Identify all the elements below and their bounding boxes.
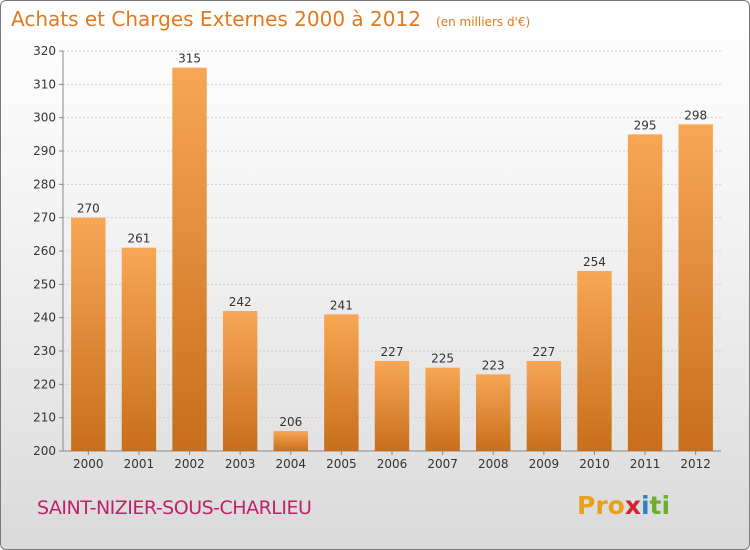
- x-tick-label: 2005: [326, 457, 357, 471]
- bar-2002: [172, 67, 207, 452]
- data-label-2002: 315: [178, 52, 201, 66]
- y-tick-label: 270: [33, 211, 56, 225]
- bar-2005: [324, 314, 359, 451]
- bar-2012: [678, 124, 713, 451]
- x-tick-label: 2006: [377, 457, 408, 471]
- data-label-2010: 254: [583, 255, 606, 269]
- x-tick-label: 2009: [529, 457, 560, 471]
- y-tick-label: 230: [33, 344, 56, 358]
- x-tick-label: 2012: [680, 457, 711, 471]
- x-tick-label: 2004: [275, 457, 306, 471]
- data-label-2012: 298: [684, 108, 707, 122]
- x-tick-label: 2011: [630, 457, 661, 471]
- bar-2000: [71, 217, 106, 451]
- x-tick-label: 2008: [478, 457, 509, 471]
- data-label-2001: 261: [127, 232, 150, 246]
- x-tick-label: 2007: [427, 457, 458, 471]
- data-label-2005: 241: [330, 298, 353, 312]
- chart-title: Achats et Charges Externes 2000 à 2012: [11, 7, 421, 31]
- chart-title-block: Achats et Charges Externes 2000 à 2012 (…: [11, 7, 530, 31]
- bar-2004: [273, 431, 308, 451]
- bar-2001: [121, 247, 157, 451]
- bar-2007: [425, 367, 460, 451]
- bar-2010: [577, 271, 612, 451]
- bar-2011: [627, 134, 663, 452]
- data-label-2007: 225: [431, 352, 454, 366]
- y-tick-label: 200: [33, 444, 56, 458]
- y-tick-label: 220: [33, 377, 56, 391]
- y-tick-label: 240: [33, 311, 56, 325]
- y-tick-label: 260: [33, 244, 56, 258]
- y-tick-label: 310: [33, 77, 56, 91]
- logo-part-3: i: [640, 491, 650, 520]
- data-label-2004: 206: [279, 415, 302, 429]
- logo-part-1: Pro: [577, 491, 625, 520]
- bar-2006: [374, 361, 410, 451]
- data-label-2003: 242: [229, 295, 252, 309]
- y-tick-label: 210: [33, 411, 56, 425]
- y-tick-label: 300: [33, 111, 56, 125]
- y-tick-label: 250: [33, 277, 56, 291]
- y-tick-label: 280: [33, 177, 56, 191]
- bars: [71, 67, 713, 452]
- y-tick-label: 290: [33, 144, 56, 158]
- bar-2003: [222, 311, 258, 451]
- data-label-2011: 295: [634, 118, 657, 132]
- data-label-2006: 227: [381, 345, 404, 359]
- y-tick-label: 320: [33, 44, 56, 58]
- x-tick-label: 2010: [579, 457, 610, 471]
- data-label-2009: 227: [532, 345, 555, 359]
- logo-part-2: x: [624, 491, 641, 520]
- data-labels: 270 261 315 242 206 241 227 225 223 227 254 295 298: [77, 52, 707, 429]
- proxiti-logo: Proxiti: [577, 491, 670, 520]
- bar-2008: [476, 374, 511, 451]
- x-tick-label: 2002: [174, 457, 205, 471]
- x-tick-label: 2003: [225, 457, 256, 471]
- x-tick-label: 2001: [124, 457, 155, 471]
- chart-unit: (en milliers d'€): [436, 15, 531, 29]
- bar-2009: [526, 361, 562, 451]
- commune-name: SAINT-NIZIER-SOUS-CHARLIEU: [37, 497, 312, 519]
- data-label-2000: 270: [77, 202, 100, 216]
- data-label-2008: 223: [482, 358, 505, 372]
- x-tick-label: 2000: [73, 457, 104, 471]
- axes: 200 210 220 230 240 250 260 270 280 290 300 310 320 2…: [33, 44, 721, 471]
- logo-part-4: ti: [649, 491, 671, 520]
